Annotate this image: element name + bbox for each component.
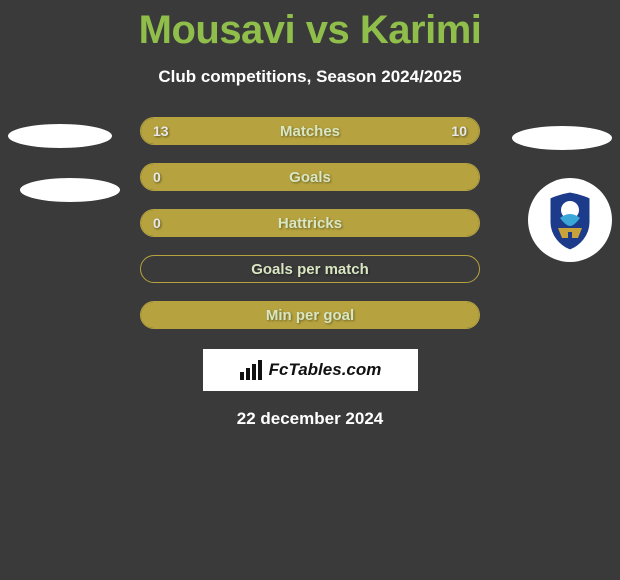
stat-value-left: 0 (153, 215, 161, 231)
club-crest-icon (538, 188, 602, 252)
left-logo-placeholder-2 (20, 178, 120, 202)
stat-value-right: 10 (451, 123, 467, 139)
stats-rows: 13 Matches 10 0 Goals 0 Hattricks Goals … (0, 117, 620, 329)
stat-value-left: 13 (153, 123, 169, 139)
date-text: 22 december 2024 (0, 409, 620, 429)
subtitle: Club competitions, Season 2024/2025 (0, 67, 620, 87)
left-logo-placeholder-1 (8, 124, 112, 148)
stat-label: Matches (280, 123, 340, 140)
stat-row-matches: 13 Matches 10 (140, 117, 480, 145)
stat-label: Goals (289, 169, 331, 186)
right-club-crest (528, 178, 612, 262)
stat-label: Goals per match (251, 261, 369, 278)
stat-label: Min per goal (266, 307, 354, 324)
bars-icon (239, 360, 265, 380)
stat-label: Hattricks (278, 215, 342, 232)
stat-row-goals-per-match: Goals per match (140, 255, 480, 283)
source-badge: FcTables.com (203, 349, 418, 391)
right-logo-placeholder-1 (512, 126, 612, 150)
stat-row-goals: 0 Goals (140, 163, 480, 191)
stat-row-min-per-goal: Min per goal (140, 301, 480, 329)
page-title: Mousavi vs Karimi (0, 0, 620, 53)
stat-value-left: 0 (153, 169, 161, 185)
stat-row-hattricks: 0 Hattricks (140, 209, 480, 237)
source-badge-text: FcTables.com (269, 360, 382, 380)
